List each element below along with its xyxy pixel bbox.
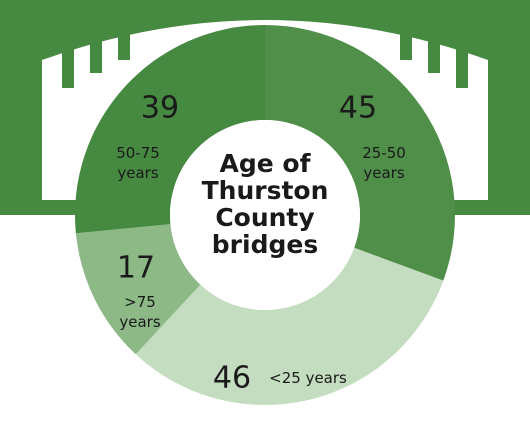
donut-segment <box>135 247 444 405</box>
category-label: 50-75 years <box>116 144 160 182</box>
donut-segment <box>265 25 455 281</box>
category-label: >75 years <box>119 293 161 331</box>
bridge <box>0 0 530 215</box>
donut-segment <box>74 25 265 234</box>
value-label: 17 <box>116 250 156 286</box>
category-label: <25 years <box>269 369 347 387</box>
value-label: 45 <box>338 90 378 126</box>
value-label: 39 <box>140 90 180 126</box>
value-label: 46 <box>212 360 252 396</box>
donut-segment <box>75 224 201 355</box>
category-label: 25-50 years <box>362 144 406 182</box>
chart-title: Age of Thurston County bridges <box>201 149 329 259</box>
donut-hole <box>170 120 360 310</box>
